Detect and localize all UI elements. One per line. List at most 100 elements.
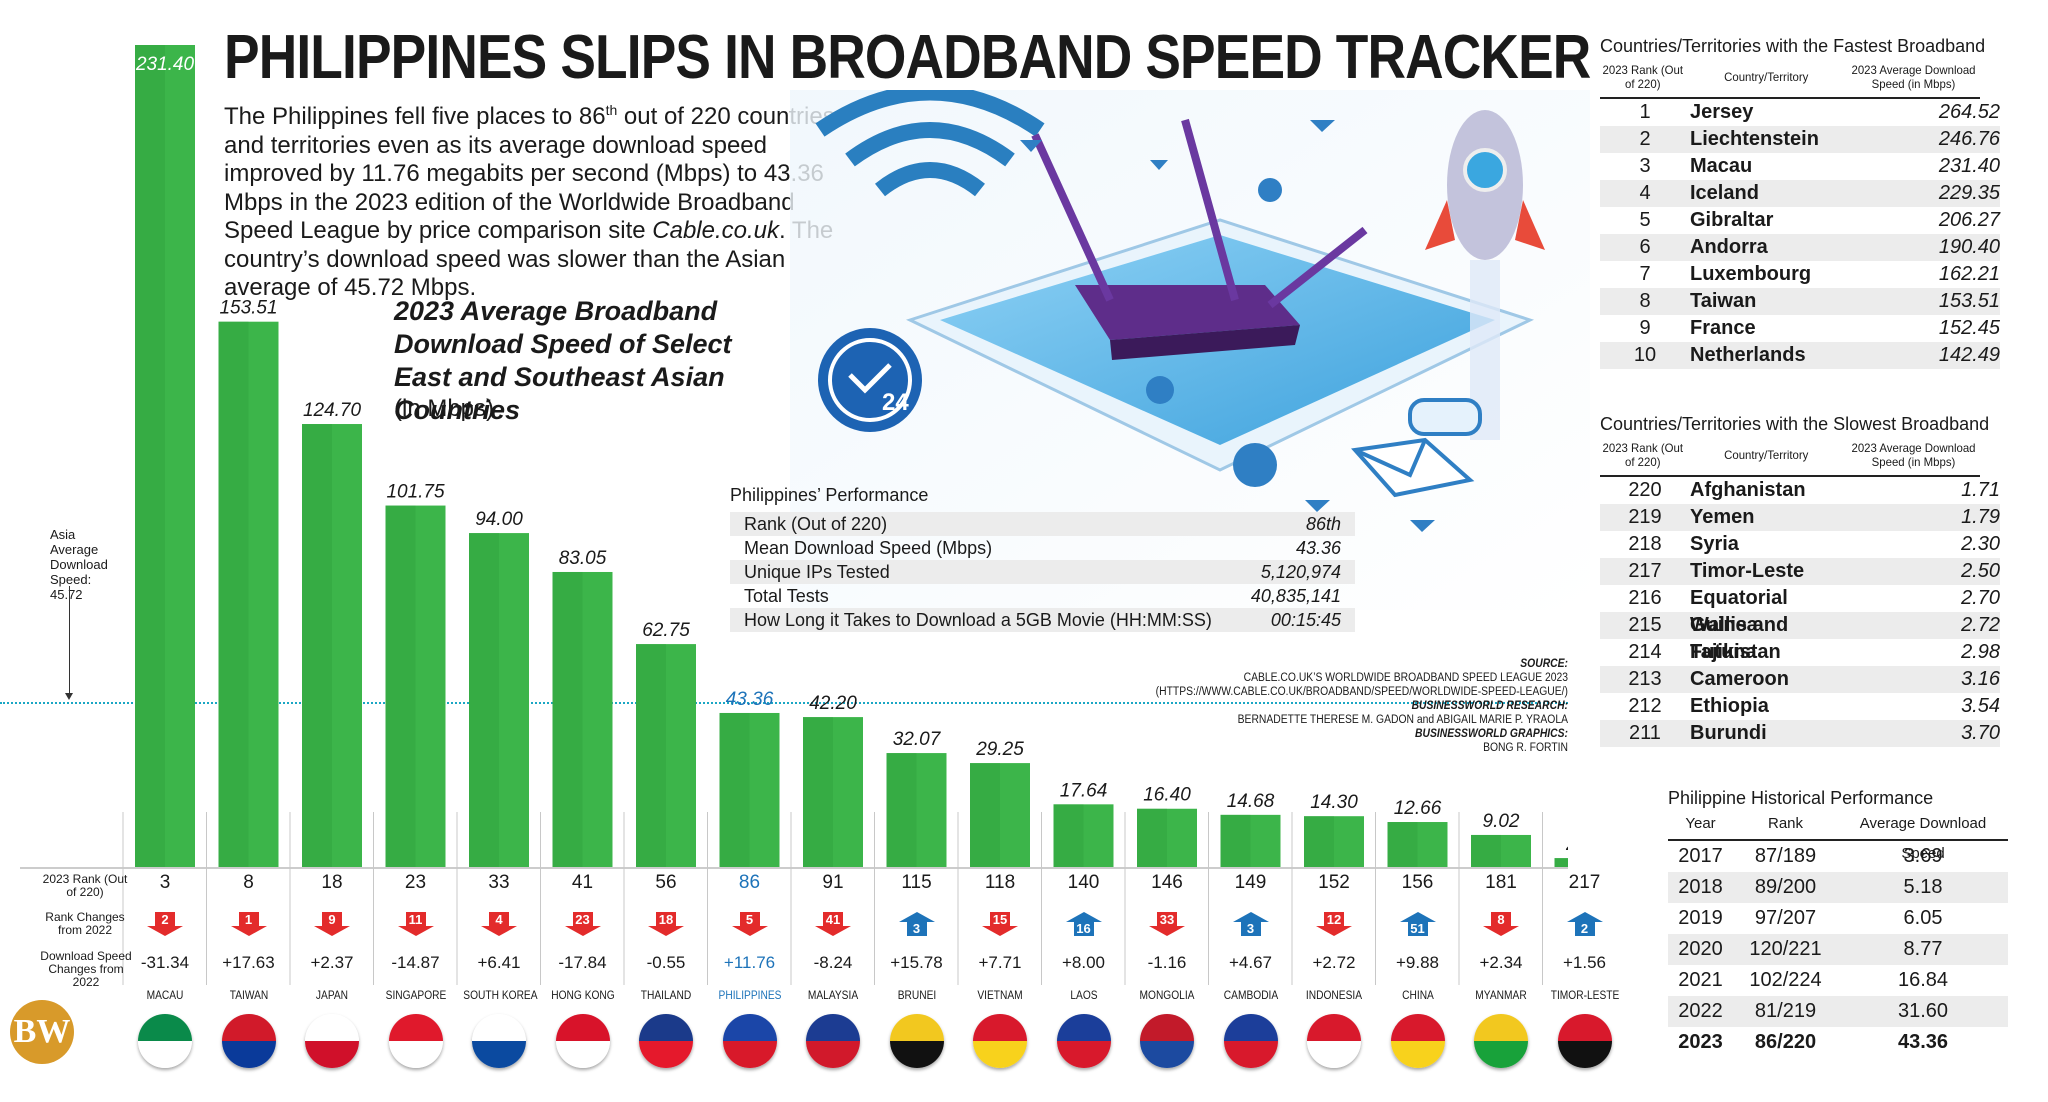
fastest-row: 4 Iceland 229.35 bbox=[1600, 180, 2000, 207]
bar-shade bbox=[1471, 834, 1501, 867]
bar-value-label: 94.00 bbox=[475, 509, 523, 530]
rank-up-arrow-icon: 16 bbox=[1065, 912, 1102, 936]
country-name: JAPAN bbox=[315, 988, 349, 1002]
rank-up-arrow-icon: 3 bbox=[1232, 912, 1269, 936]
historical-row: 2017 87/189 3.69 bbox=[1678, 845, 1943, 867]
bar bbox=[636, 644, 696, 867]
country-name: MALAYSIA bbox=[807, 988, 859, 1002]
bar-group-cambodia: 14.68 bbox=[1220, 791, 1281, 867]
bar-shade bbox=[218, 321, 249, 868]
rank-cell: 140 bbox=[1067, 872, 1100, 893]
country-name: TIMOR-LESTE bbox=[1550, 988, 1619, 1002]
bar-group-singapore: 101.75 bbox=[385, 482, 446, 867]
flag-icon bbox=[1390, 1014, 1445, 1068]
fastest-row: 9 France 152.45 bbox=[1639, 317, 2000, 339]
fastest-row: 2 Liechtenstein 246.76 bbox=[1600, 126, 2000, 153]
country-name: MACAU bbox=[146, 988, 184, 1002]
rank-cell: 181 bbox=[1485, 872, 1517, 893]
flag-icon bbox=[138, 1014, 192, 1068]
asia-average-arrow bbox=[65, 586, 73, 700]
performance-row: Rank (Out of 220) 86th bbox=[730, 512, 1355, 536]
asia-average-label: Asia Average Download Speed: 45.72 bbox=[50, 527, 108, 602]
intro-paragraph: The Philippines fell five places to 86th… bbox=[224, 102, 835, 301]
rank-down-arrow-icon: 12 bbox=[1316, 912, 1352, 936]
envelope-icon bbox=[1351, 437, 1475, 498]
bar-group-hong-kong: 83.05 bbox=[552, 548, 613, 867]
bar-shade bbox=[1387, 822, 1418, 867]
svg-text:24: 24 bbox=[882, 389, 909, 416]
source-note: SOURCE: CABLE.CO.UK’S WORLDWIDE BROADBAN… bbox=[1155, 658, 1568, 754]
speed-change-cell: +11.76 bbox=[723, 953, 776, 972]
rank-down-arrow-icon: 41 bbox=[815, 912, 851, 936]
rank-down-arrow-icon: 4 bbox=[481, 912, 517, 936]
country-name: SOUTH KOREA bbox=[463, 988, 538, 1002]
bar-group-timor-leste: 2.50 bbox=[1554, 834, 1568, 867]
slowest-row: 211 Burundi 3.70 bbox=[1600, 720, 2000, 747]
flag-icon bbox=[472, 1014, 526, 1068]
rank-down-arrow-icon: 2 bbox=[147, 912, 183, 936]
country-name: MONGOLIA bbox=[1139, 988, 1195, 1002]
historical-row: 2020 120/221 8.77 bbox=[1668, 934, 2008, 965]
historical-row: 2021 102/224 16.84 bbox=[1678, 969, 1949, 991]
slowest-row: 213 Cameroon 3.16 bbox=[1600, 666, 2000, 693]
flag-icon bbox=[221, 1014, 276, 1068]
rank-up-arrow-icon: 51 bbox=[1399, 912, 1436, 936]
flag-icon bbox=[555, 1014, 610, 1068]
slowest-row: 216 Equatorial Guinea 2.70 bbox=[1628, 587, 2000, 636]
rank-down-arrow-icon: 5 bbox=[731, 912, 768, 936]
rank-up-arrow-icon: 3 bbox=[898, 912, 935, 936]
slowest-header: 2023 Rank (Out of 220) Country/Territory… bbox=[1600, 435, 1980, 477]
rank-down-arrow-icon: 33 bbox=[1149, 912, 1185, 936]
bar bbox=[218, 321, 279, 868]
bar-value-label: 14.68 bbox=[1227, 791, 1275, 812]
businessworld-logo: BW bbox=[10, 1000, 74, 1064]
fastest-table: Countries/Territories with the Fastest B… bbox=[1600, 36, 2000, 369]
rank-cell: 149 bbox=[1234, 872, 1267, 893]
bar-shade bbox=[636, 644, 666, 867]
rank-cell: 8 bbox=[243, 872, 254, 893]
country-name: LAOS bbox=[1069, 988, 1098, 1002]
rank-cell: 56 bbox=[655, 872, 677, 893]
bar bbox=[302, 424, 362, 867]
rank-cell: 152 bbox=[1318, 872, 1350, 893]
bar-group-myanmar: 9.02 bbox=[1471, 811, 1531, 867]
fastest-row: 7 Luxembourg 162.21 bbox=[1639, 263, 2000, 285]
country-name: CAMBODIA bbox=[1223, 988, 1278, 1002]
bar-shade bbox=[1220, 814, 1251, 867]
speed-change-cell: +1.56 bbox=[1562, 953, 1606, 972]
flag-icon bbox=[1223, 1014, 1278, 1068]
country-name: INDONESIA bbox=[1305, 988, 1363, 1002]
rank-up-arrow-icon: 2 bbox=[1566, 912, 1603, 936]
bar-value-label: 153.51 bbox=[219, 298, 277, 319]
speed-change-cell: -14.87 bbox=[391, 953, 440, 972]
fastest-row: 1 Jersey 264.52 bbox=[1639, 101, 2000, 123]
bar-shade bbox=[302, 424, 332, 867]
router-icon bbox=[1031, 118, 1368, 360]
bar-group-macau: 231.40 bbox=[135, 45, 195, 867]
bar-shade bbox=[552, 571, 583, 867]
bar bbox=[1554, 858, 1568, 867]
historical-row: 2019 97/207 6.05 bbox=[1678, 907, 1943, 929]
bar bbox=[1387, 822, 1448, 867]
historical-row: 2023 86/220 43.36 bbox=[1678, 1031, 1949, 1053]
slowest-row: 212 Ethiopia 3.54 bbox=[1628, 695, 2000, 717]
speed-change-cell: +2.34 bbox=[1479, 953, 1523, 972]
bar-shade bbox=[1554, 858, 1568, 867]
rank-cell: 146 bbox=[1151, 872, 1183, 893]
bar-value-label: 16.40 bbox=[1143, 785, 1191, 806]
bar-shade bbox=[719, 712, 750, 867]
speed-change-cell: -1.16 bbox=[1147, 953, 1187, 972]
speed-change-cell: +7.71 bbox=[978, 953, 1022, 972]
rank-down-arrow-icon: 9 bbox=[314, 912, 350, 936]
bar-chart: 231.40 153.51 124.70 101.75 94.00 83.05 62.75 4… bbox=[20, 45, 1568, 985]
rank-down-arrow-icon: 23 bbox=[564, 912, 601, 936]
slowest-title: Countries/Territories with the Slowest B… bbox=[1600, 414, 1990, 434]
bar-group-indonesia: 14.30 bbox=[1304, 792, 1364, 867]
bar-group-china: 12.66 bbox=[1387, 798, 1448, 867]
rank-cell: 217 bbox=[1568, 872, 1601, 893]
bar-value-label: 32.07 bbox=[893, 729, 942, 750]
historical-row: 2022 81/219 31.60 bbox=[1668, 996, 2008, 1027]
rank-cell: 156 bbox=[1401, 872, 1434, 893]
speed-change-cell: +2.37 bbox=[310, 953, 354, 972]
speed-change-cell: +6.41 bbox=[477, 953, 521, 972]
